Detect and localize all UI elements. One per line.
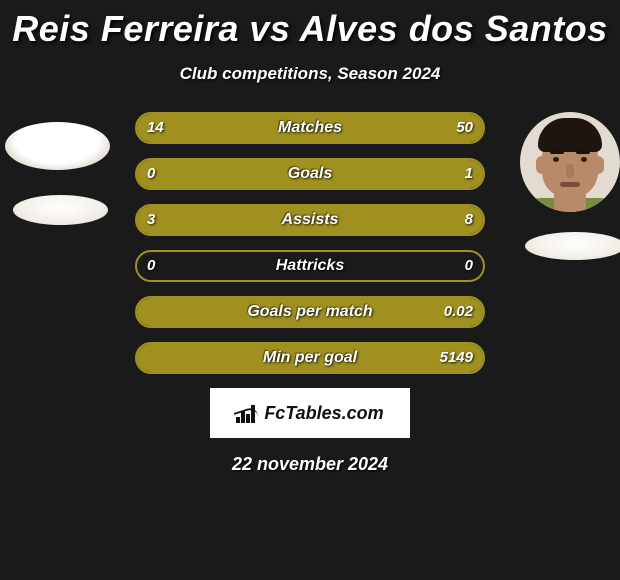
stat-row: Matches14 50 [135,112,485,144]
stat-value-right: 1 [465,160,473,188]
stat-value-left: 0 [147,160,155,188]
date-text: 22 november 2024 [0,454,620,475]
stat-value-right: 0 [465,252,473,280]
stat-row: Assists3 8 [135,204,485,236]
stat-row: Min per goal5149 [135,342,485,374]
player-left-avatar-placeholder [5,122,110,170]
stat-value-left: 0 [147,252,155,280]
footer-logo: FcTables.com [210,388,410,438]
stat-label: Assists [137,206,483,234]
stat-label: Min per goal [137,344,483,372]
player-right-column [520,112,620,260]
chart-icon [236,403,258,423]
stat-value-right: 50 [456,114,473,142]
comparison-layout: Matches1450Goals01Assists38Hattricks00Go… [0,112,620,374]
stat-value-right: 0.02 [444,298,473,326]
stats-bars: Matches1450Goals01Assists38Hattricks00Go… [135,112,485,374]
subtitle: Club competitions, Season 2024 [0,64,620,84]
stat-label: Matches [137,114,483,142]
stat-value-right: 5149 [440,344,473,372]
player-left-column [5,112,115,225]
stat-value-right: 8 [465,206,473,234]
stat-row: Goals0 1 [135,158,485,190]
stat-label: Hattricks [137,252,483,280]
footer-brand-text: FcTables.com [264,403,383,424]
player-right-avatar [520,112,620,212]
stat-row: Goals per match0.02 [135,296,485,328]
player-left-shadow [13,195,108,225]
stat-value-left: 3 [147,206,155,234]
stat-label: Goals [137,160,483,188]
stat-value-left: 14 [147,114,164,142]
stat-label: Goals per match [137,298,483,326]
player-right-shadow [525,232,620,260]
stat-row: Hattricks0 0 [135,250,485,282]
page-title: Reis Ferreira vs Alves dos Santos [0,0,620,50]
